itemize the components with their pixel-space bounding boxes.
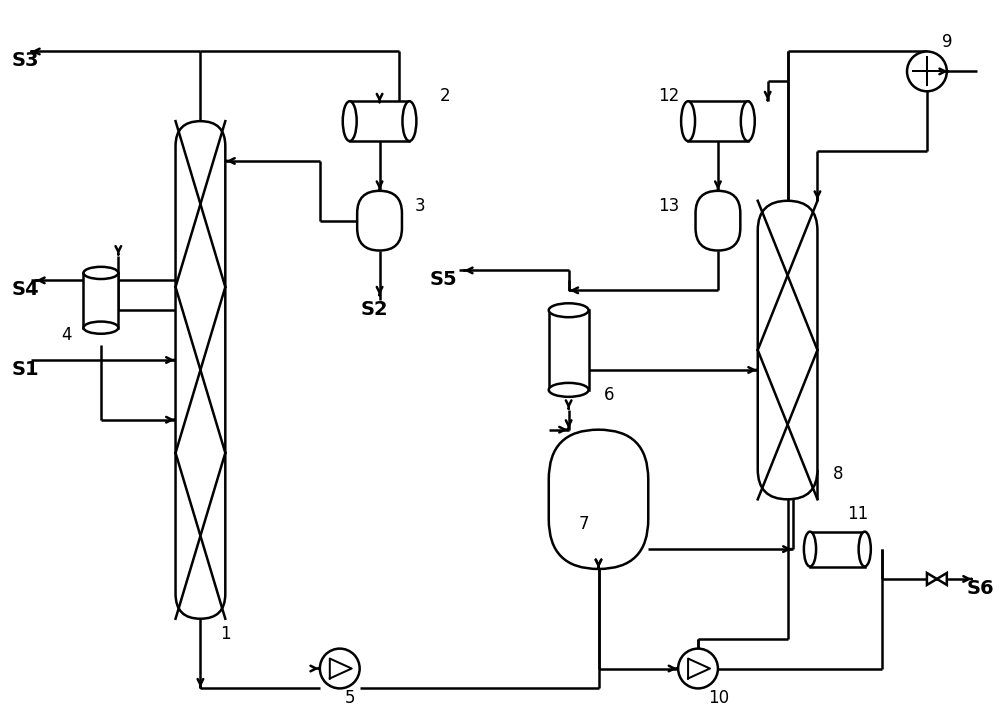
FancyBboxPatch shape — [696, 191, 740, 251]
Ellipse shape — [343, 102, 357, 141]
Text: 4: 4 — [61, 326, 72, 344]
FancyBboxPatch shape — [688, 102, 748, 141]
FancyBboxPatch shape — [357, 191, 402, 251]
FancyBboxPatch shape — [549, 310, 589, 390]
FancyBboxPatch shape — [176, 121, 225, 618]
Ellipse shape — [859, 531, 871, 567]
Ellipse shape — [549, 383, 589, 397]
Circle shape — [678, 649, 718, 688]
FancyBboxPatch shape — [83, 273, 118, 328]
Ellipse shape — [402, 102, 416, 141]
Circle shape — [907, 52, 947, 91]
Text: S2: S2 — [361, 300, 388, 319]
Polygon shape — [937, 573, 947, 585]
Ellipse shape — [681, 102, 695, 141]
Text: 3: 3 — [414, 197, 425, 215]
Text: S1: S1 — [11, 360, 39, 379]
FancyBboxPatch shape — [549, 430, 648, 569]
Text: 5: 5 — [345, 689, 355, 707]
Text: S5: S5 — [429, 271, 457, 289]
Ellipse shape — [83, 322, 118, 334]
Text: 9: 9 — [942, 32, 952, 50]
Ellipse shape — [741, 102, 755, 141]
Text: 1: 1 — [220, 625, 231, 643]
Text: 12: 12 — [658, 87, 679, 105]
Ellipse shape — [549, 303, 589, 318]
Text: 13: 13 — [658, 197, 679, 215]
Text: S6: S6 — [967, 579, 994, 598]
FancyBboxPatch shape — [350, 102, 409, 141]
Text: 8: 8 — [832, 465, 843, 483]
Ellipse shape — [83, 267, 118, 279]
FancyBboxPatch shape — [810, 531, 865, 567]
Text: S3: S3 — [11, 51, 39, 71]
Text: S4: S4 — [11, 280, 39, 300]
Ellipse shape — [804, 531, 816, 567]
Text: 6: 6 — [603, 386, 614, 404]
FancyBboxPatch shape — [758, 201, 817, 500]
Circle shape — [320, 649, 360, 688]
Text: 7: 7 — [579, 516, 589, 534]
Text: 10: 10 — [708, 689, 729, 707]
Text: 2: 2 — [439, 87, 450, 105]
Text: 11: 11 — [847, 505, 869, 523]
Polygon shape — [927, 573, 937, 585]
